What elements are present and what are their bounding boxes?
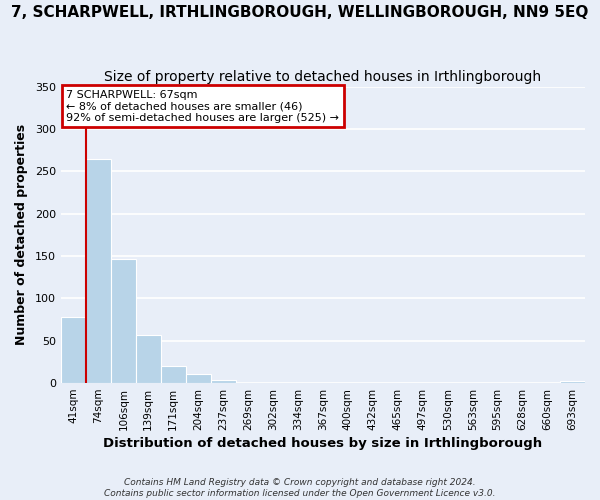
Bar [61,317,86,383]
Bar [86,160,111,383]
Bar [186,374,211,383]
Bar [560,382,585,383]
Text: 7, SCHARPWELL, IRTHLINGBOROUGH, WELLINGBOROUGH, NN9 5EQ: 7, SCHARPWELL, IRTHLINGBOROUGH, WELLINGB… [11,5,589,20]
Bar [161,366,186,383]
Text: Contains HM Land Registry data © Crown copyright and database right 2024.
Contai: Contains HM Land Registry data © Crown c… [104,478,496,498]
Title: Size of property relative to detached houses in Irthlingborough: Size of property relative to detached ho… [104,70,542,84]
Y-axis label: Number of detached properties: Number of detached properties [15,124,28,346]
Text: 7 SCHARPWELL: 67sqm
← 8% of detached houses are smaller (46)
92% of semi-detache: 7 SCHARPWELL: 67sqm ← 8% of detached hou… [66,90,339,122]
Bar [211,380,236,383]
X-axis label: Distribution of detached houses by size in Irthlingborough: Distribution of detached houses by size … [103,437,542,450]
Bar [136,335,161,383]
Bar [111,258,136,383]
